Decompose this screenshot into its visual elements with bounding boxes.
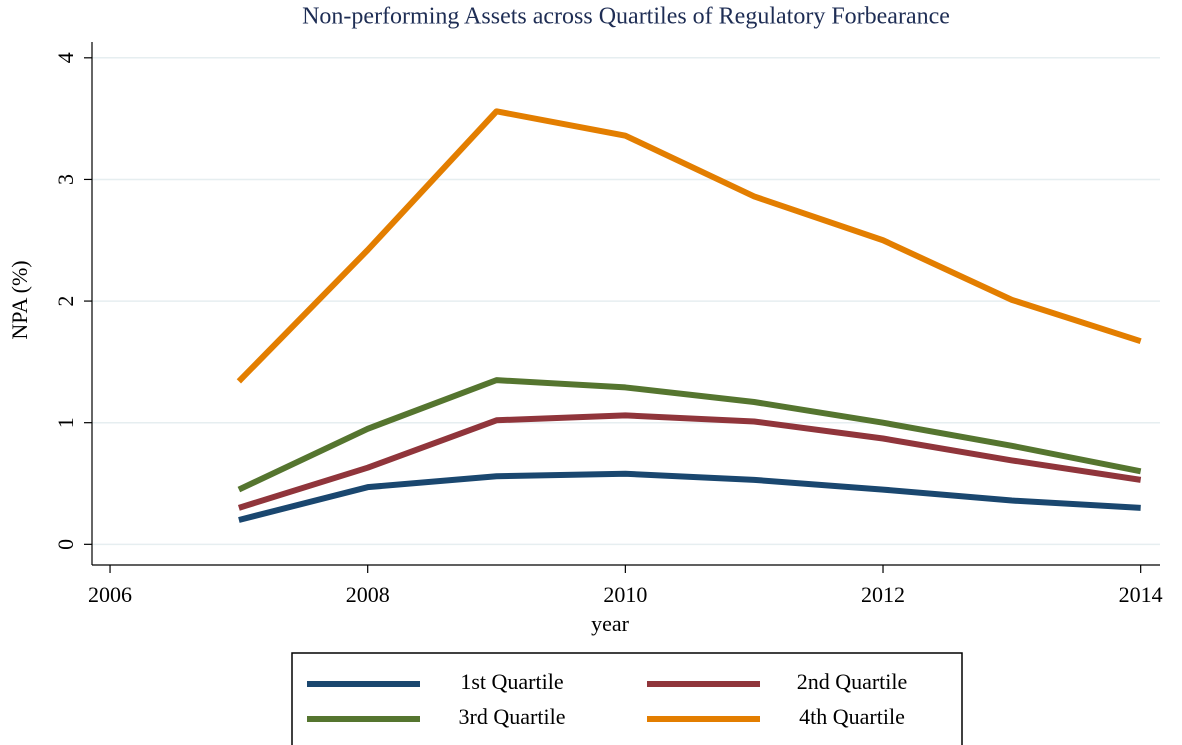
x-tick-label: 2012 xyxy=(861,582,905,607)
y-tick-label: 3 xyxy=(53,174,78,185)
y-tick-label: 1 xyxy=(53,417,78,428)
y-axis-label: NPA (%) xyxy=(7,260,32,339)
series-line xyxy=(237,412,1142,511)
series-line xyxy=(238,470,1141,523)
chart-title: Non-performing Assets across Quartiles o… xyxy=(302,4,950,30)
legend-label: 1st Quartile xyxy=(460,669,563,694)
x-axis-label: year xyxy=(591,611,630,636)
y-tick-label: 0 xyxy=(53,539,78,550)
x-tick-label: 2008 xyxy=(346,582,390,607)
legend-box xyxy=(291,652,963,745)
y-tick-label: 2 xyxy=(53,296,78,307)
legend-label: 3rd Quartile xyxy=(459,704,566,729)
x-tick-label: 2006 xyxy=(88,582,132,607)
legend-label: 2nd Quartile xyxy=(797,669,908,694)
x-tick-label: 2014 xyxy=(1119,582,1163,607)
y-tick-label: 4 xyxy=(53,52,78,63)
series-line xyxy=(237,377,1142,493)
legend-label: 4th Quartile xyxy=(799,704,905,729)
x-tick-label: 2010 xyxy=(603,582,647,607)
series-line xyxy=(236,108,1142,384)
